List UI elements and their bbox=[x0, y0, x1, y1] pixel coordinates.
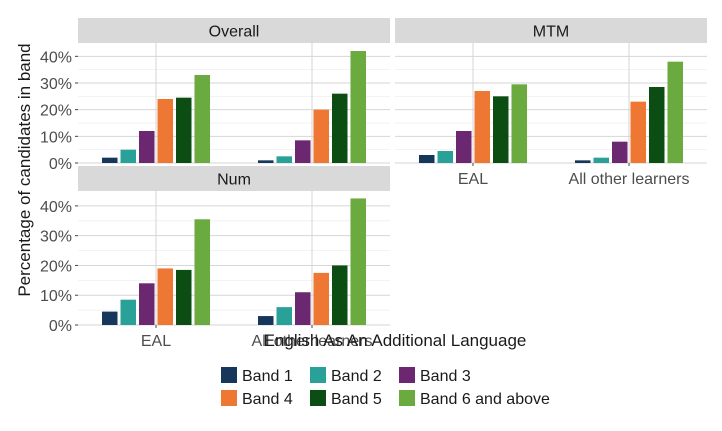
bar-num-all-other-learners-band-3 bbox=[295, 292, 311, 325]
bar-mtm-all-other-learners-band-1 bbox=[575, 160, 591, 163]
bar-overall-all-other-learners-band-3 bbox=[295, 140, 311, 163]
bar-num-eal-band-1 bbox=[102, 311, 118, 325]
x-tick-label-mtm: All other learners bbox=[569, 171, 690, 188]
bar-mtm-all-other-learners-band-3 bbox=[612, 141, 628, 163]
y-tick-label-num: 20% bbox=[40, 258, 72, 275]
bar-overall-all-other-learners-band-4 bbox=[313, 109, 329, 163]
bar-num-eal-band-6 bbox=[194, 219, 210, 325]
legend-label-band-1: Band 1 bbox=[242, 368, 293, 385]
bar-overall-eal-band-2 bbox=[120, 149, 136, 163]
bar-overall-all-other-learners-band-1 bbox=[258, 160, 274, 163]
panel-strip-mtm bbox=[395, 18, 707, 43]
bar-num-all-other-learners-band-6 bbox=[350, 198, 366, 325]
legend-swatch-band-3 bbox=[399, 367, 415, 383]
bar-overall-eal-band-4 bbox=[157, 99, 173, 163]
bar-overall-eal-band-5 bbox=[176, 97, 192, 163]
legend-swatch-band-4 bbox=[221, 390, 237, 406]
bar-mtm-eal-band-3 bbox=[456, 131, 472, 163]
x-tick-label-mtm: EAL bbox=[458, 171, 488, 188]
legend-label-band-4: Band 4 bbox=[242, 391, 293, 408]
panel-strip-overall bbox=[78, 18, 390, 43]
bar-mtm-eal-band-5 bbox=[493, 96, 509, 163]
legend-swatch-band-1 bbox=[221, 367, 237, 383]
panel-title-overall: Overall bbox=[209, 24, 260, 41]
y-tick-label-overall: 0% bbox=[49, 156, 72, 173]
legend-label-band-5: Band 5 bbox=[331, 391, 382, 408]
x-tick-label-num: EAL bbox=[141, 333, 171, 350]
bar-overall-all-other-learners-band-6 bbox=[350, 51, 366, 163]
bar-overall-eal-band-3 bbox=[139, 131, 155, 163]
legend-swatch-band-6 bbox=[399, 390, 415, 406]
bar-num-all-other-learners-band-5 bbox=[332, 265, 348, 325]
legend-swatch-band-2 bbox=[310, 367, 326, 383]
bar-mtm-eal-band-4 bbox=[474, 91, 490, 163]
bar-num-all-other-learners-band-4 bbox=[313, 272, 329, 325]
bar-mtm-eal-band-2 bbox=[437, 151, 453, 163]
y-tick-label-num: 0% bbox=[49, 318, 72, 335]
panel-title-num: Num bbox=[217, 172, 251, 189]
bar-num-eal-band-4 bbox=[157, 268, 173, 325]
bar-num-all-other-learners-band-1 bbox=[258, 316, 274, 325]
bar-overall-eal-band-1 bbox=[102, 157, 118, 163]
legend-swatch-band-5 bbox=[310, 390, 326, 406]
bar-mtm-eal-band-6 bbox=[511, 84, 527, 163]
x-axis-title: English As An Additional Language bbox=[264, 331, 527, 350]
x-tick-label-num: All other learners bbox=[252, 333, 373, 350]
bar-mtm-eal-band-1 bbox=[419, 155, 435, 163]
bar-mtm-all-other-learners-band-2 bbox=[593, 157, 609, 163]
y-axis-title: Percentage of candidates in band bbox=[15, 43, 34, 296]
y-tick-label-overall: 20% bbox=[40, 103, 72, 120]
legend-label-band-3: Band 3 bbox=[420, 368, 471, 385]
bar-mtm-all-other-learners-band-5 bbox=[649, 87, 665, 163]
bar-overall-all-other-learners-band-5 bbox=[332, 93, 348, 163]
panel-title-mtm: MTM bbox=[533, 24, 569, 41]
y-tick-label-num: 30% bbox=[40, 229, 72, 246]
y-tick-label-num: 10% bbox=[40, 288, 72, 305]
y-tick-label-overall: 40% bbox=[40, 49, 72, 66]
bar-num-eal-band-5 bbox=[176, 269, 192, 325]
y-tick-label-num: 40% bbox=[40, 199, 72, 216]
bar-overall-eal-band-6 bbox=[194, 75, 210, 163]
bar-num-eal-band-3 bbox=[139, 283, 155, 325]
bar-mtm-all-other-learners-band-6 bbox=[667, 61, 683, 163]
y-tick-label-overall: 30% bbox=[40, 76, 72, 93]
y-tick-label-overall: 10% bbox=[40, 129, 72, 146]
legend-label-band-6: Band 6 and above bbox=[420, 391, 550, 408]
bar-num-all-other-learners-band-2 bbox=[276, 307, 292, 325]
bar-num-eal-band-2 bbox=[120, 299, 136, 325]
legend-label-band-2: Band 2 bbox=[331, 368, 382, 385]
panel-strip-num bbox=[78, 166, 390, 191]
bar-overall-all-other-learners-band-2 bbox=[276, 156, 292, 163]
bar-mtm-all-other-learners-band-4 bbox=[630, 101, 646, 163]
